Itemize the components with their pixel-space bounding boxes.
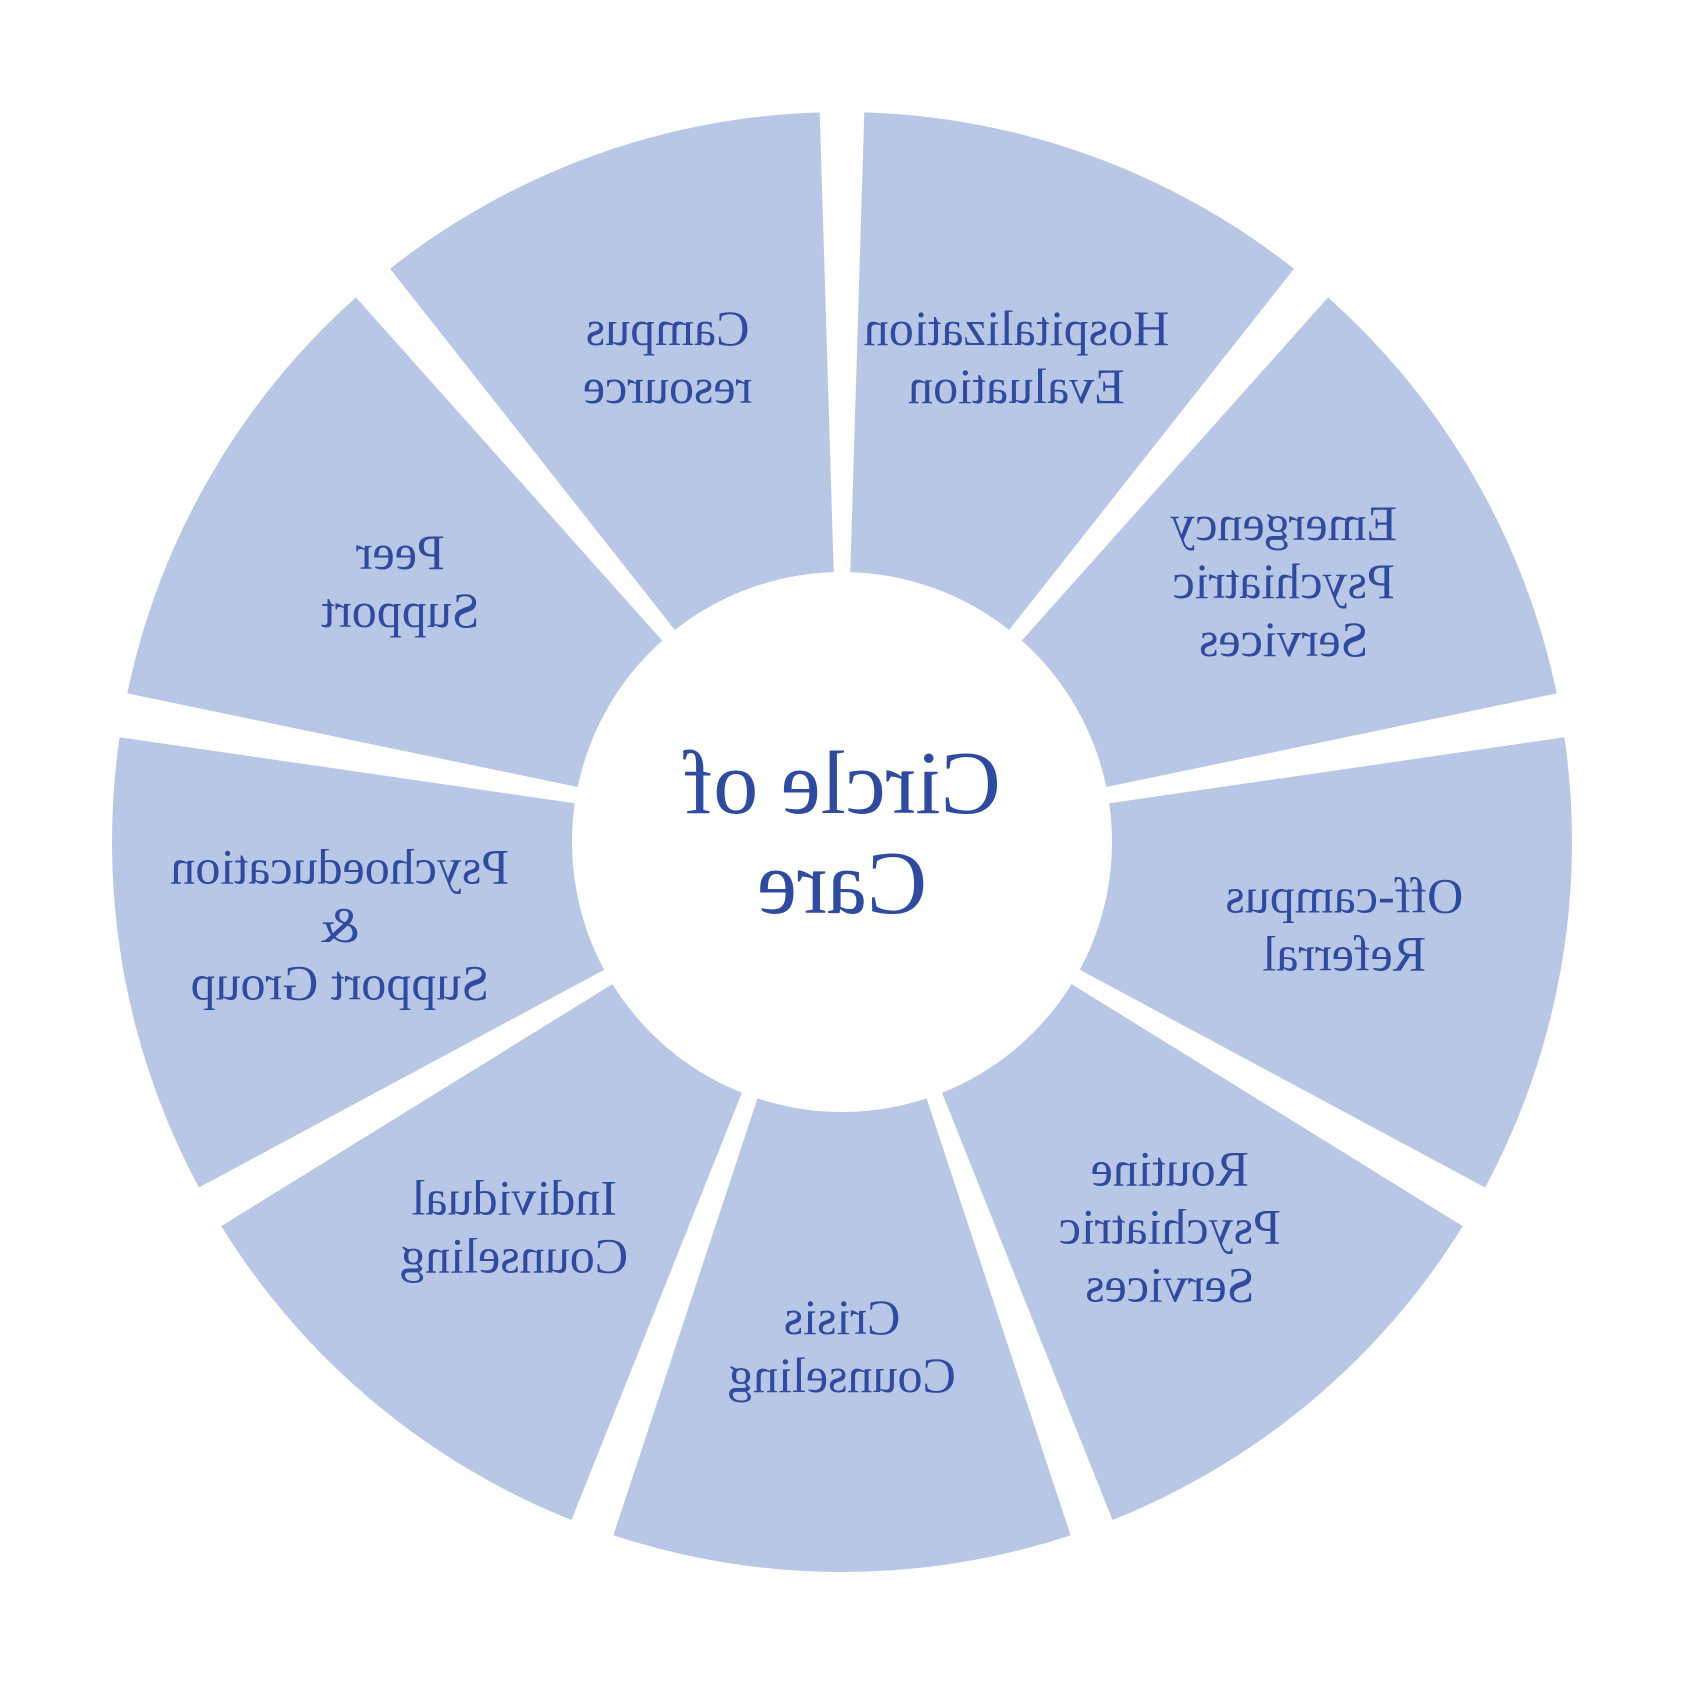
segment-label: EmergencyPsychiatricServices: [1170, 495, 1397, 667]
segment-label: RoutinePsychiatricServices: [1059, 1141, 1281, 1313]
circle-of-care-wheel: CampusresourcePeerSupportPsychoeducation…: [0, 0, 1684, 1684]
